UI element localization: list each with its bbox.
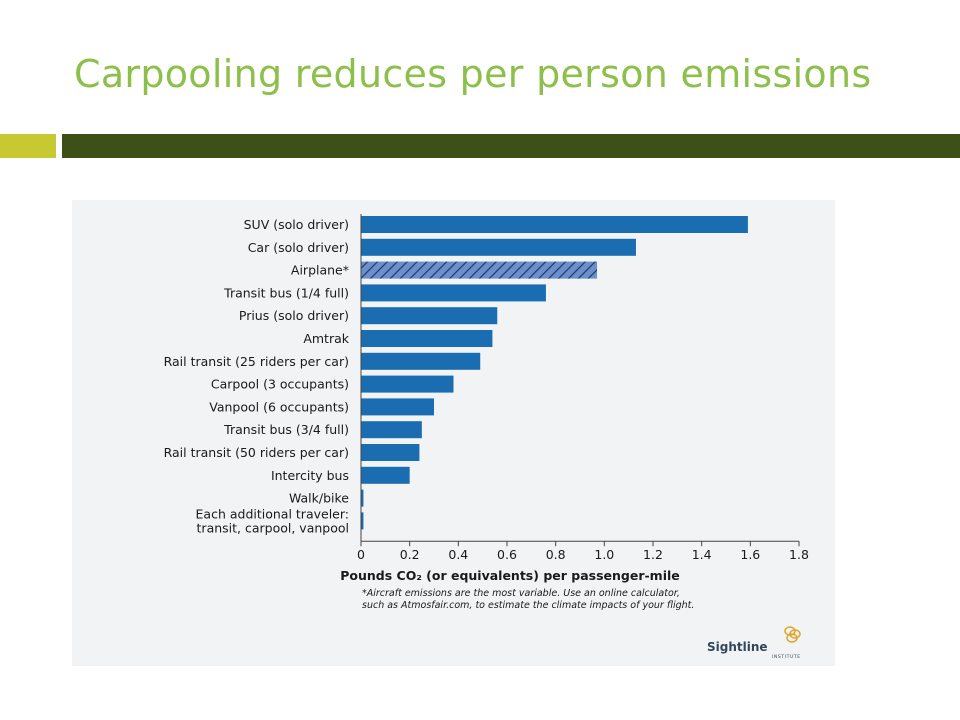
category-label-2: Car (solo driver) <box>248 240 349 255</box>
bar-12 <box>361 466 410 484</box>
category-label-6: Amtrak <box>303 331 349 346</box>
bar-chart: SUV (solo driver) Car (solo driver) Airpla… <box>164 214 809 660</box>
footnote-line-1: *Aircraft emissions are the most variabl… <box>362 588 680 599</box>
x-axis-title: Pounds CO₂ (or equivalents) per passenge… <box>340 568 680 583</box>
bar-6 <box>361 330 493 347</box>
x-tick-label-6: 1.2 <box>643 547 663 562</box>
bar-13 <box>361 489 364 507</box>
category-label-4: Transit bus (1/4 full) <box>223 285 349 300</box>
bar-14 <box>361 512 364 530</box>
title-accent-bar <box>0 134 56 158</box>
slide-title: Carpooling reduces per person emissions <box>74 52 872 96</box>
bar-7 <box>361 352 481 370</box>
x-tick-label-1: 0.2 <box>400 547 420 562</box>
category-label-11: Rail transit (50 riders per car) <box>164 445 349 460</box>
interlocking-rings-logo <box>784 626 801 643</box>
sightline-logo: Sightline INSTITUTE <box>707 626 801 660</box>
x-tick-label-7: 1.4 <box>692 547 712 562</box>
category-labels: SUV (solo driver) Car (solo driver) Airpla… <box>164 217 350 535</box>
x-tick-label-2: 0.4 <box>448 547 468 562</box>
x-tick-label-3: 0.6 <box>497 547 517 562</box>
category-label-1: SUV (solo driver) <box>244 217 349 232</box>
category-label-3: Airplane* <box>291 263 349 278</box>
x-tick-label-8: 1.6 <box>740 547 760 562</box>
category-label-8: Carpool (3 occupants) <box>211 377 349 392</box>
bars-layer <box>361 216 748 530</box>
category-label-14-line-1: Each additional traveler: <box>196 506 349 521</box>
category-label-5: Prius (solo driver) <box>239 308 349 323</box>
x-tick-label-5: 1.0 <box>594 547 614 562</box>
category-label-13: Walk/bike <box>289 491 349 506</box>
bar-5 <box>361 307 498 325</box>
bar-4 <box>361 284 546 302</box>
category-label-9: Vanpool (6 occupants) <box>209 399 349 414</box>
bar-1 <box>361 216 748 233</box>
bar-8 <box>361 375 454 393</box>
category-label-10: Transit bus (3/4 full) <box>223 422 349 437</box>
bar-2 <box>361 238 636 256</box>
category-label-14-line-2: transit, carpool, vanpool <box>197 520 349 535</box>
bar-9 <box>361 398 434 416</box>
x-tick-label-4: 0.8 <box>546 547 566 562</box>
title-divider-bar <box>62 134 960 158</box>
logo-subtitle: INSTITUTE <box>772 654 801 660</box>
category-label-7: Rail transit (25 riders per car) <box>164 354 349 369</box>
chart-panel: SUV (solo driver) Car (solo driver) Airpla… <box>72 200 835 666</box>
bar-10 <box>361 421 422 439</box>
bar-11 <box>361 444 420 461</box>
x-axis: 0 0.2 0.4 0.6 0.8 1.0 1.2 1.4 1.6 1.8 <box>357 214 809 562</box>
footnote-line-2: such as Atmosfair.com, to estimate the c… <box>362 600 694 611</box>
category-label-12: Intercity bus <box>271 468 349 483</box>
x-tick-label-9: 1.8 <box>789 547 809 562</box>
x-tick-label-0: 0 <box>357 547 365 562</box>
bar-3 <box>361 261 598 279</box>
logo-text: Sightline <box>707 640 768 654</box>
